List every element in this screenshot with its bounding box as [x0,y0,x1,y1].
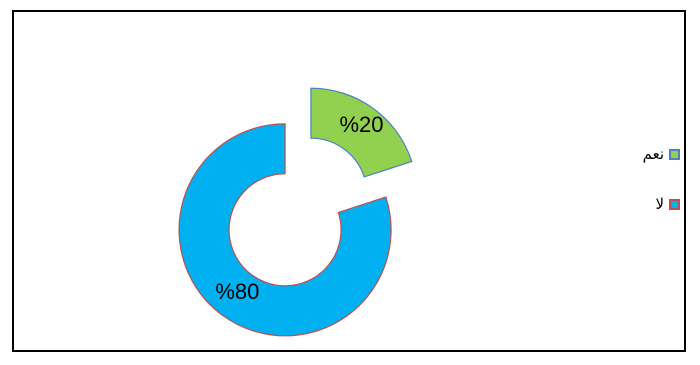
data-label-no: %80 [215,279,259,304]
legend-swatch-no [669,198,680,210]
slice-yes [310,87,413,178]
legend-swatch-yes [669,148,680,160]
legend-item-yes: نعم [643,145,680,163]
legend-label-no: لا [655,195,664,213]
data-label-yes: %20 [339,112,383,137]
legend-label-yes: نعم [642,145,664,163]
legend-item-no: لا [655,195,680,213]
slice-no [178,123,392,337]
